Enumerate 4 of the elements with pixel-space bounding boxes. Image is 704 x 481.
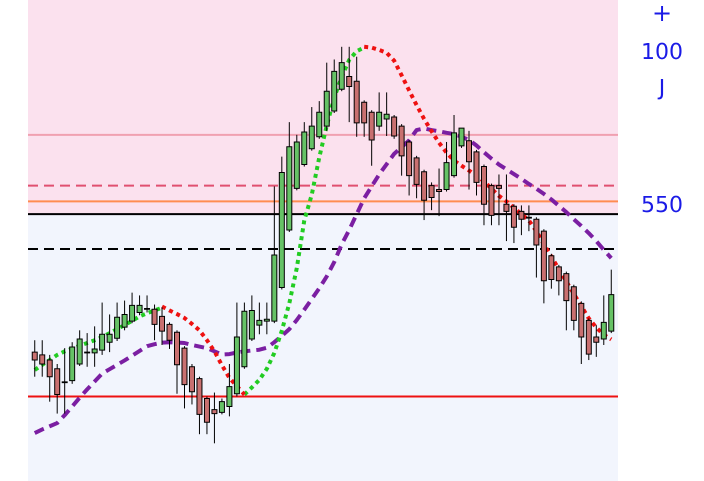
text: 100 — [641, 40, 683, 65]
text: 550 — [641, 193, 683, 218]
text: J — [656, 76, 666, 101]
text: + — [652, 0, 672, 27]
